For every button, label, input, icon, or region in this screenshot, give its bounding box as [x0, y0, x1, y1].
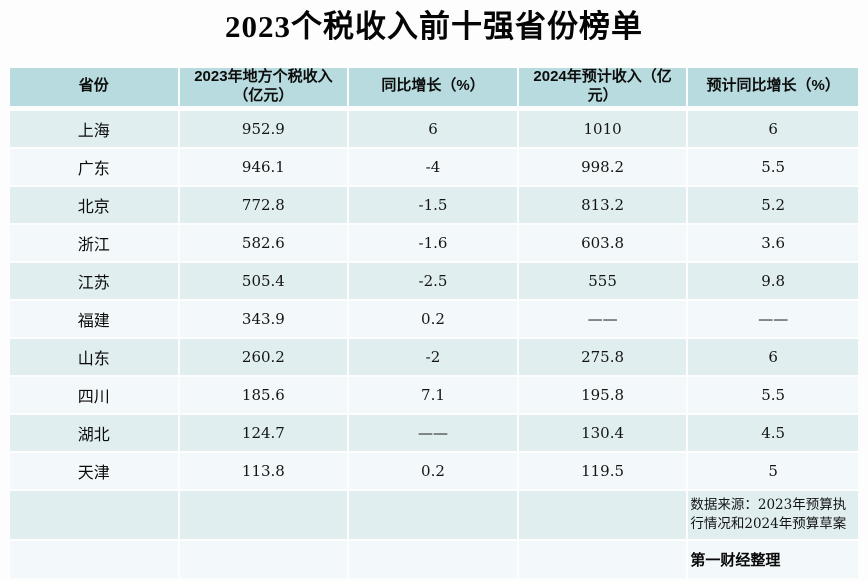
- table-body: 上海 952.9 6 1010 6 广东 946.1 -4 998.2 5.5 …: [10, 110, 858, 580]
- cell-income-2023: 113.8: [179, 452, 350, 491]
- cell-expected-yoy: 5.5: [688, 148, 858, 187]
- data-source-note: 数据来源：2023年预算执行情况和2024年预算草案: [688, 490, 858, 541]
- empty-cell: [10, 490, 180, 541]
- cell-income-2023: 772.8: [179, 186, 350, 225]
- table-row: 浙江 582.6 -1.6 603.8 3.6: [10, 224, 858, 263]
- cell-yoy-growth: 7.1: [349, 376, 519, 415]
- cell-income-2023: 946.1: [179, 148, 350, 187]
- cell-income-2024: 130.4: [518, 414, 689, 453]
- empty-cell: [349, 490, 519, 541]
- credit-row: 第一财经整理: [10, 540, 858, 580]
- header-row: 省份 2023年地方个税收入（亿元） 同比增长（%） 2024年预计收入（亿元）…: [10, 68, 858, 111]
- cell-expected-yoy: 5: [688, 452, 858, 491]
- cell-expected-yoy: 4.5: [688, 414, 858, 453]
- cell-yoy-growth: 0.2: [349, 452, 519, 491]
- empty-cell: [349, 540, 519, 580]
- infographic-page: 2023个税收入前十强省份榜单 省份 2023年地方个税收入（亿元） 同比增长（…: [0, 6, 868, 581]
- cell-yoy-growth: ——: [349, 414, 519, 453]
- cell-income-2023: 260.2: [179, 338, 350, 377]
- cell-expected-yoy: 9.8: [688, 262, 858, 301]
- cell-income-2024: 275.8: [518, 338, 689, 377]
- cell-province: 天津: [10, 452, 180, 491]
- cell-income-2024: 119.5: [518, 452, 689, 491]
- empty-cell: [179, 490, 350, 541]
- cell-yoy-growth: -2: [349, 338, 519, 377]
- cell-province: 山东: [10, 338, 180, 377]
- source-row: 数据来源：2023年预算执行情况和2024年预算草案: [10, 490, 858, 541]
- cell-province: 浙江: [10, 224, 180, 263]
- cell-yoy-growth: -2.5: [349, 262, 519, 301]
- table-row: 广东 946.1 -4 998.2 5.5: [10, 148, 858, 187]
- cell-income-2024: 998.2: [518, 148, 689, 187]
- cell-expected-yoy: 6: [688, 338, 858, 377]
- column-header-yoy-growth: 同比增长（%）: [349, 68, 519, 111]
- cell-income-2024: 603.8: [518, 224, 689, 263]
- empty-cell: [179, 540, 350, 580]
- cell-yoy-growth: 6: [349, 110, 519, 149]
- table-header: 省份 2023年地方个税收入（亿元） 同比增长（%） 2024年预计收入（亿元）…: [10, 68, 858, 111]
- column-header-province: 省份: [10, 68, 180, 111]
- cell-expected-yoy: 6: [688, 110, 858, 149]
- table-row: 四川 185.6 7.1 195.8 5.5: [10, 376, 858, 415]
- cell-income-2023: 952.9: [179, 110, 350, 149]
- tax-ranking-table: 省份 2023年地方个税收入（亿元） 同比增长（%） 2024年预计收入（亿元）…: [10, 68, 858, 580]
- table-row: 北京 772.8 -1.5 813.2 5.2: [10, 186, 858, 225]
- cell-province: 北京: [10, 186, 180, 225]
- cell-yoy-growth: -4: [349, 148, 519, 187]
- cell-income-2023: 582.6: [179, 224, 350, 263]
- cell-income-2023: 343.9: [179, 300, 350, 339]
- table-row: 山东 260.2 -2 275.8 6: [10, 338, 858, 377]
- cell-income-2024: 1010: [518, 110, 689, 149]
- cell-province: 上海: [10, 110, 180, 149]
- cell-income-2023: 124.7: [179, 414, 350, 453]
- cell-province: 江苏: [10, 262, 180, 301]
- table-row: 天津 113.8 0.2 119.5 5: [10, 452, 858, 491]
- cell-province: 四川: [10, 376, 180, 415]
- cell-expected-yoy: 5.2: [688, 186, 858, 225]
- empty-cell: [518, 490, 689, 541]
- page-title: 2023个税收入前十强省份榜单: [225, 9, 643, 44]
- cell-province: 广东: [10, 148, 180, 187]
- column-header-expected-yoy: 预计同比增长（%）: [688, 68, 858, 111]
- cell-income-2023: 505.4: [179, 262, 350, 301]
- cell-income-2023: 185.6: [179, 376, 350, 415]
- table-row: 福建 343.9 0.2 —— ——: [10, 300, 858, 339]
- cell-income-2024: 813.2: [518, 186, 689, 225]
- cell-income-2024: 195.8: [518, 376, 689, 415]
- cell-province: 湖北: [10, 414, 180, 453]
- table-row: 湖北 124.7 —— 130.4 4.5: [10, 414, 858, 453]
- cell-expected-yoy: ——: [688, 300, 858, 339]
- cell-expected-yoy: 5.5: [688, 376, 858, 415]
- empty-cell: [518, 540, 689, 580]
- cell-yoy-growth: -1.5: [349, 186, 519, 225]
- credit-label: 第一财经整理: [688, 540, 858, 580]
- cell-yoy-growth: 0.2: [349, 300, 519, 339]
- cell-yoy-growth: -1.6: [349, 224, 519, 263]
- cell-province: 福建: [10, 300, 180, 339]
- cell-income-2024: 555: [518, 262, 689, 301]
- cell-expected-yoy: 3.6: [688, 224, 858, 263]
- table-row: 上海 952.9 6 1010 6: [10, 110, 858, 149]
- cell-income-2024: ——: [518, 300, 689, 339]
- table-row: 江苏 505.4 -2.5 555 9.8: [10, 262, 858, 301]
- empty-cell: [10, 540, 180, 580]
- column-header-income-2023: 2023年地方个税收入（亿元）: [179, 68, 350, 111]
- column-header-income-2024: 2024年预计收入（亿元）: [518, 68, 689, 111]
